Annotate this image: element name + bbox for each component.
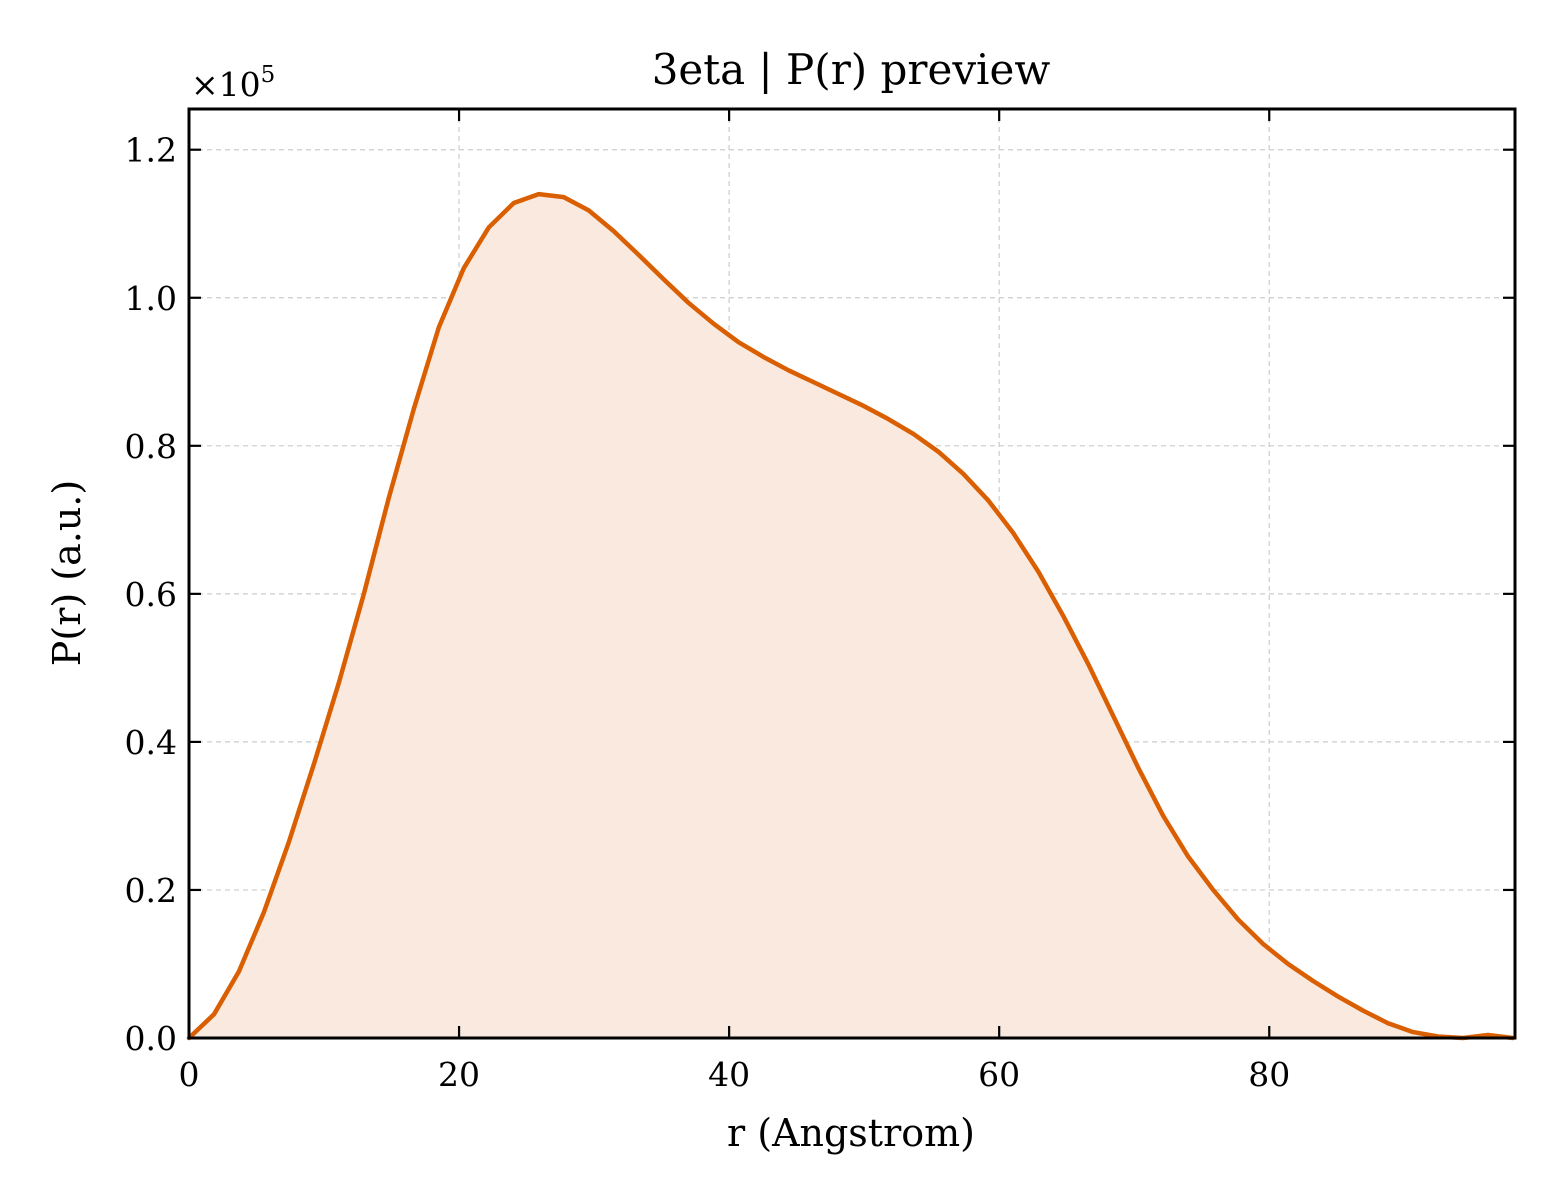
plot-area (186, 191, 1516, 1041)
series-area-fill (189, 194, 1513, 1038)
y-tick-label: 0.2 (125, 871, 177, 910)
y-tick-label: 0.6 (125, 575, 177, 614)
x-axis-label: r (Angstrom) (727, 1111, 975, 1155)
y-tick-label: 1.2 (125, 131, 177, 170)
y-tick-label: 1.0 (125, 279, 177, 318)
plot-frame (187, 107, 1517, 1040)
x-tick-label: 80 (1248, 1055, 1290, 1094)
x-tick-label: 20 (438, 1055, 480, 1094)
y-tick-label: 0.4 (125, 723, 177, 762)
x-tick-label: 40 (708, 1055, 750, 1094)
axis-ticks: 0 20 40 60 80 0.0 0.2 0.4 0.6 0.8 1.0 1.2 (125, 109, 1515, 1094)
y-scale-exponent: 5 (261, 62, 276, 88)
x-tick-label: 60 (978, 1055, 1020, 1094)
chart-title: 3eta | P(r) preview (652, 45, 1051, 94)
y-tick-label: 0.8 (125, 427, 177, 466)
y-scale-multiplier: ×105 (191, 62, 275, 104)
y-axis-label: P(r) (a.u.) (45, 480, 89, 666)
x-tick-label: 0 (179, 1055, 200, 1094)
y-tick-label: 0.0 (125, 1019, 177, 1058)
series-line (186, 191, 1516, 1041)
